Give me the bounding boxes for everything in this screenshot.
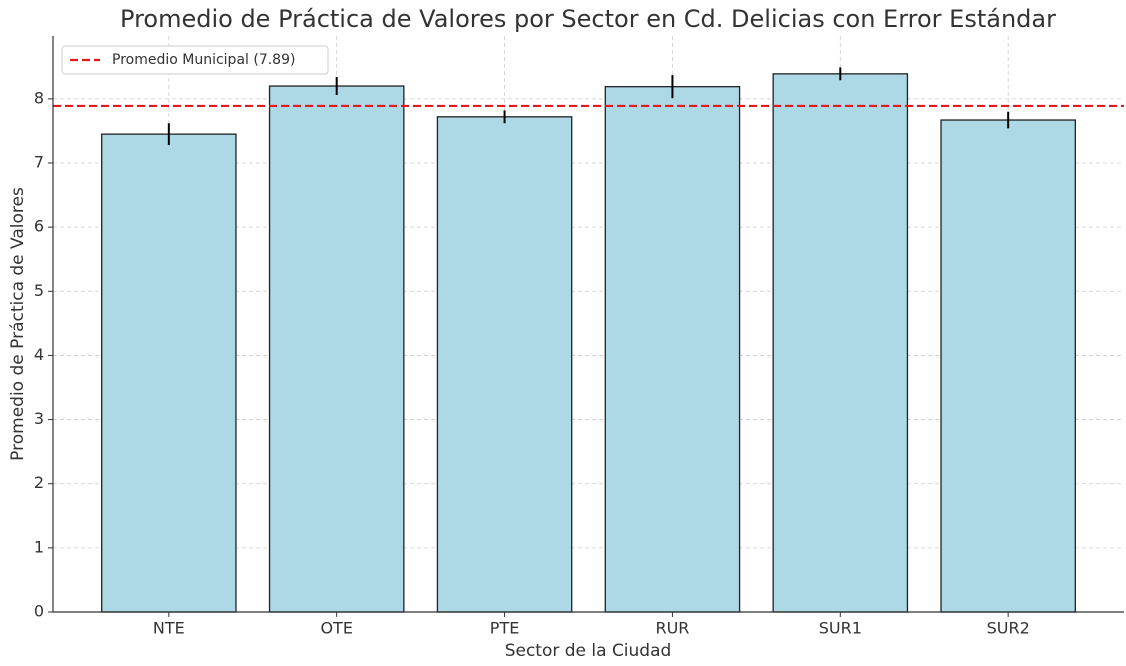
- bar: [268, 85, 405, 613]
- y-tick-label: 3: [34, 409, 44, 428]
- y-tick-label: 4: [34, 345, 44, 364]
- bar: [772, 73, 909, 613]
- x-tick-label: SUR1: [819, 619, 862, 638]
- x-tick-label: RUR: [655, 619, 689, 638]
- bar: [940, 119, 1076, 613]
- y-tick-label: 1: [34, 537, 44, 556]
- x-tick-label: SUR2: [987, 619, 1030, 638]
- y-tick-label: 5: [34, 281, 44, 300]
- x-tick-label: PTE: [490, 619, 520, 638]
- bar: [604, 86, 741, 613]
- y-axis-label: Promedio de Práctica de Valores: [8, 187, 28, 461]
- bar: [101, 133, 237, 613]
- legend-box: [61, 45, 329, 75]
- legend-label: Promedio Municipal (7.89): [112, 52, 295, 68]
- x-axis-label: Sector de la Ciudad: [505, 641, 672, 661]
- x-tick-label: OTE: [320, 619, 352, 638]
- bar: [436, 116, 573, 613]
- y-tick-label: 8: [34, 88, 44, 107]
- chart-title: Promedio de Práctica de Valores por Sect…: [120, 5, 1056, 33]
- y-tick-label: 7: [34, 153, 44, 172]
- y-tick-label: 2: [34, 473, 44, 492]
- y-tick-label: 0: [34, 602, 44, 621]
- x-tick-label: NTE: [153, 619, 185, 638]
- y-tick-label: 6: [34, 217, 44, 236]
